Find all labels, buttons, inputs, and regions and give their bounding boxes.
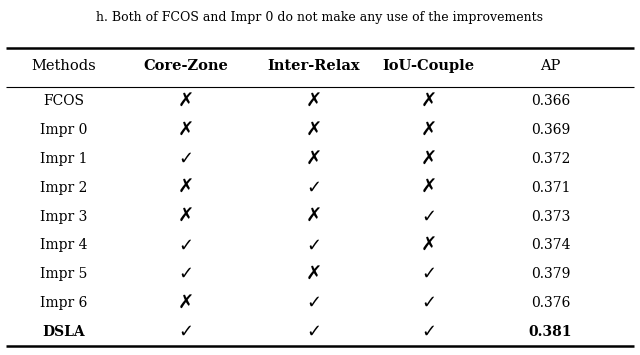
Text: ✗: ✗ [305, 121, 322, 140]
Text: ✗: ✗ [420, 92, 437, 111]
Text: ✗: ✗ [177, 207, 194, 226]
Text: 0.373: 0.373 [531, 209, 570, 224]
Text: ✓: ✓ [178, 150, 193, 168]
Text: 0.374: 0.374 [531, 238, 570, 252]
Text: IoU-Couple: IoU-Couple [383, 59, 475, 73]
Text: ✗: ✗ [420, 236, 437, 255]
Text: 0.372: 0.372 [531, 152, 570, 166]
Text: ✓: ✓ [421, 208, 436, 225]
Text: ✗: ✗ [177, 92, 194, 111]
Text: 0.366: 0.366 [531, 94, 570, 108]
Text: ✓: ✓ [306, 323, 321, 341]
Text: ✗: ✗ [177, 178, 194, 197]
Text: Impr 0: Impr 0 [40, 123, 88, 137]
Text: ✗: ✗ [420, 121, 437, 140]
Text: Core-Zone: Core-Zone [143, 59, 228, 73]
Text: Inter-Relax: Inter-Relax [268, 59, 360, 73]
Text: ✓: ✓ [306, 236, 321, 254]
Text: ✗: ✗ [305, 264, 322, 284]
Text: 0.379: 0.379 [531, 267, 570, 281]
Text: ✓: ✓ [306, 294, 321, 312]
Text: ✓: ✓ [421, 265, 436, 283]
Text: Impr 2: Impr 2 [40, 181, 88, 195]
Text: 0.381: 0.381 [529, 325, 572, 339]
Text: h. Both of FCOS and Impr 0 do not make any use of the improvements: h. Both of FCOS and Impr 0 do not make a… [97, 11, 543, 24]
Text: ✗: ✗ [177, 121, 194, 140]
Text: 0.371: 0.371 [531, 181, 570, 195]
Text: ✓: ✓ [421, 294, 436, 312]
Text: ✓: ✓ [178, 236, 193, 254]
Text: ✗: ✗ [420, 149, 437, 169]
Text: ✗: ✗ [305, 149, 322, 169]
Text: 0.376: 0.376 [531, 296, 570, 310]
Text: Methods: Methods [31, 59, 97, 73]
Text: ✓: ✓ [178, 323, 193, 341]
Text: Impr 5: Impr 5 [40, 267, 88, 281]
Text: ✗: ✗ [305, 92, 322, 111]
Text: ✓: ✓ [178, 265, 193, 283]
Text: 0.369: 0.369 [531, 123, 570, 137]
Text: Impr 1: Impr 1 [40, 152, 88, 166]
Text: DSLA: DSLA [43, 325, 85, 339]
Text: ✓: ✓ [421, 323, 436, 341]
Text: ✗: ✗ [177, 294, 194, 312]
Text: AP: AP [540, 59, 561, 73]
Text: Impr 6: Impr 6 [40, 296, 88, 310]
Text: FCOS: FCOS [44, 94, 84, 108]
Text: ✗: ✗ [420, 178, 437, 197]
Text: ✗: ✗ [305, 207, 322, 226]
Text: ✓: ✓ [306, 179, 321, 197]
Text: Impr 3: Impr 3 [40, 209, 88, 224]
Text: Impr 4: Impr 4 [40, 238, 88, 252]
